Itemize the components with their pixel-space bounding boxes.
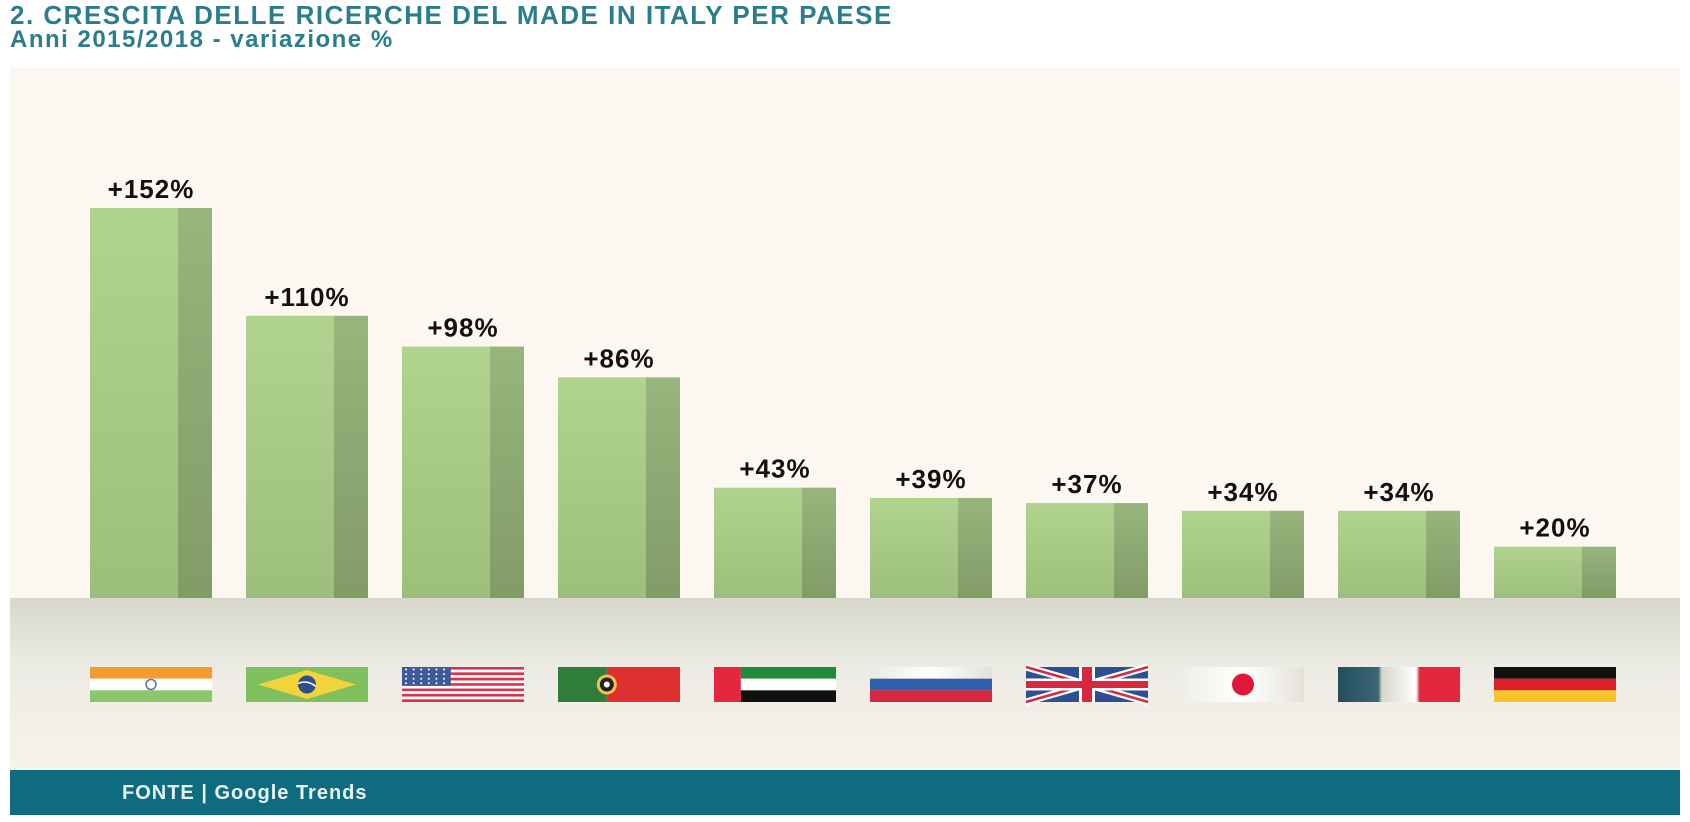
chart-title: 2. CRESCITA DELLE RICERCHE DEL MADE IN I… (10, 0, 893, 30)
bar-germania (1494, 546, 1616, 598)
russia-flag-icon: Russia (870, 667, 992, 702)
bar-emirati-arabi-uniti (714, 487, 836, 598)
bar-stati-uniti (402, 346, 524, 598)
bar-front (1026, 503, 1114, 598)
value-label-giappone: +34% (1207, 477, 1278, 507)
uk-flag-icon: Regno Unito (1025, 663, 1149, 706)
value-label-russia: +39% (895, 464, 966, 494)
bar-portogallo (558, 377, 680, 598)
bar-russia (870, 497, 992, 598)
value-label-brasile: +110% (264, 282, 349, 312)
usa-flag-icon: Stati Uniti (402, 667, 524, 702)
bar-giappone (1182, 510, 1304, 598)
bar-front (402, 346, 490, 598)
bar-side (1270, 510, 1304, 598)
bars-group (90, 208, 1616, 598)
value-label-portogallo: +86% (583, 343, 654, 373)
bar-side (178, 208, 212, 598)
bar-side (958, 497, 992, 598)
bar-side (334, 315, 368, 598)
value-label-stati-uniti: +98% (427, 313, 498, 343)
bar-front (1182, 510, 1270, 598)
bar-brasile (246, 315, 368, 598)
bar-front (246, 315, 334, 598)
value-labels-group: +152% +110% +98% +86% +43% +39% +37% +34% +34% +2… (108, 174, 1590, 543)
bar-front (1338, 510, 1426, 598)
india-flag-icon: India (90, 667, 212, 702)
bar-side (1426, 510, 1460, 598)
bar-regno-unito (1026, 503, 1148, 598)
france-flag-icon: Francia (1338, 667, 1460, 702)
value-label-emirati-arabi-uniti: +43% (739, 454, 810, 484)
value-label-germania: +20% (1519, 513, 1590, 543)
bar-side (646, 377, 680, 598)
value-label-india: +152% (108, 174, 195, 204)
bar-front (90, 208, 178, 598)
flags-group: India Brasile Stati Uniti Portogallo Emirati… (90, 663, 1616, 706)
bar-front (1494, 546, 1582, 598)
bar-front (714, 487, 802, 598)
value-label-francia: +34% (1363, 477, 1434, 507)
value-label-regno-unito: +37% (1051, 469, 1122, 499)
source-bar: FONTE | Google Trends (10, 770, 1680, 815)
uae-flag-icon: Emirati Arabi Uniti (714, 667, 836, 702)
portugal-flag-icon: Portogallo (558, 667, 680, 702)
germany-flag-icon: Germania (1494, 667, 1616, 702)
bar-side (1114, 503, 1148, 598)
bar-front (870, 497, 958, 598)
chart-subtitle: Anni 2015/2018 - variazione % (10, 26, 394, 53)
bar-side (1582, 546, 1616, 598)
bar-side (490, 346, 524, 598)
bar-front (558, 377, 646, 598)
bar-francia (1338, 510, 1460, 598)
bar-side (802, 487, 836, 598)
brazil-flag-icon: Brasile (246, 667, 368, 702)
source-text: FONTE | Google Trends (122, 782, 368, 804)
japan-flag-icon: Giappone (1182, 667, 1304, 702)
bar-india (90, 208, 212, 598)
